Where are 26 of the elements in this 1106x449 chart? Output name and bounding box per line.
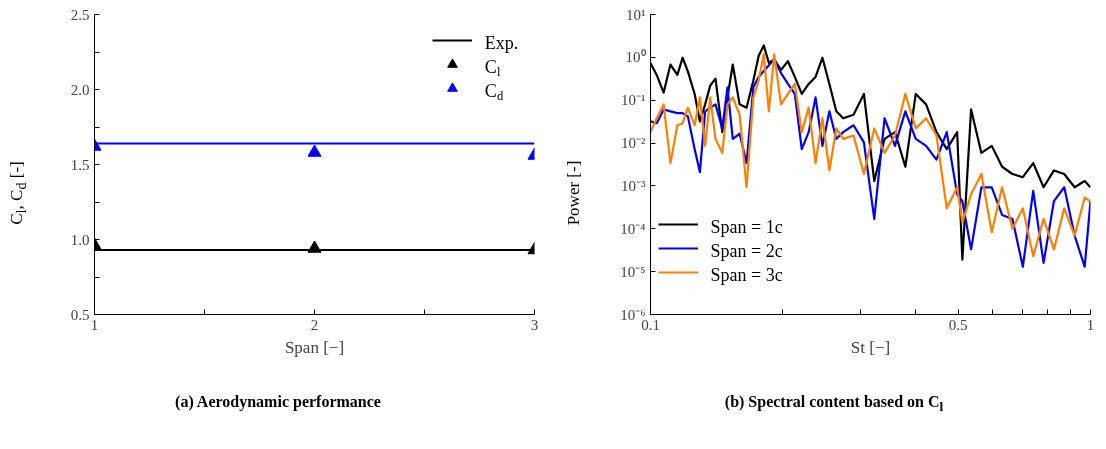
y-tick-label: 10⁻⁵ <box>620 263 646 280</box>
y-tick-label: 10⁻¹ <box>621 92 646 109</box>
y-tick-label: 1.0 <box>70 231 90 248</box>
x-tick-label: 2 <box>310 316 319 333</box>
x-tick-label: 3 <box>530 316 539 333</box>
legend-label: Span = 3c <box>710 264 783 285</box>
text: (a) Aerodynamic performance <box>174 392 382 413</box>
y-tick-label: 1.5 <box>70 156 90 173</box>
y-tick-label: 10⁻² <box>621 135 646 152</box>
y-tick-label: 10⁻³ <box>621 177 646 194</box>
y-tick-label: 2.5 <box>70 6 90 23</box>
x-tick-label: 0.5 <box>948 316 968 333</box>
legend-label: Span = 2c <box>710 240 783 261</box>
y-tick-label: 10¹ <box>626 6 646 23</box>
y-tick-label: 10⁻⁴ <box>620 220 646 237</box>
text: (b) Spectral content based on C$_{l}$ <box>723 392 945 417</box>
y-axis-title: Power [-] <box>562 160 584 226</box>
x-axis-title: Span [−] <box>284 337 345 357</box>
x-tick-label: 1 <box>90 316 99 333</box>
legend-label: Exp. <box>484 32 519 53</box>
y-tick-label: 2.0 <box>70 81 90 98</box>
x-tick-label: 1 <box>1086 316 1095 333</box>
legend-label: Span = 1c <box>710 216 783 237</box>
x-tick-label: 0.1 <box>641 316 660 333</box>
y-tick-label: 10⁰ <box>625 49 646 66</box>
x-axis-title: St [−] <box>850 337 891 357</box>
